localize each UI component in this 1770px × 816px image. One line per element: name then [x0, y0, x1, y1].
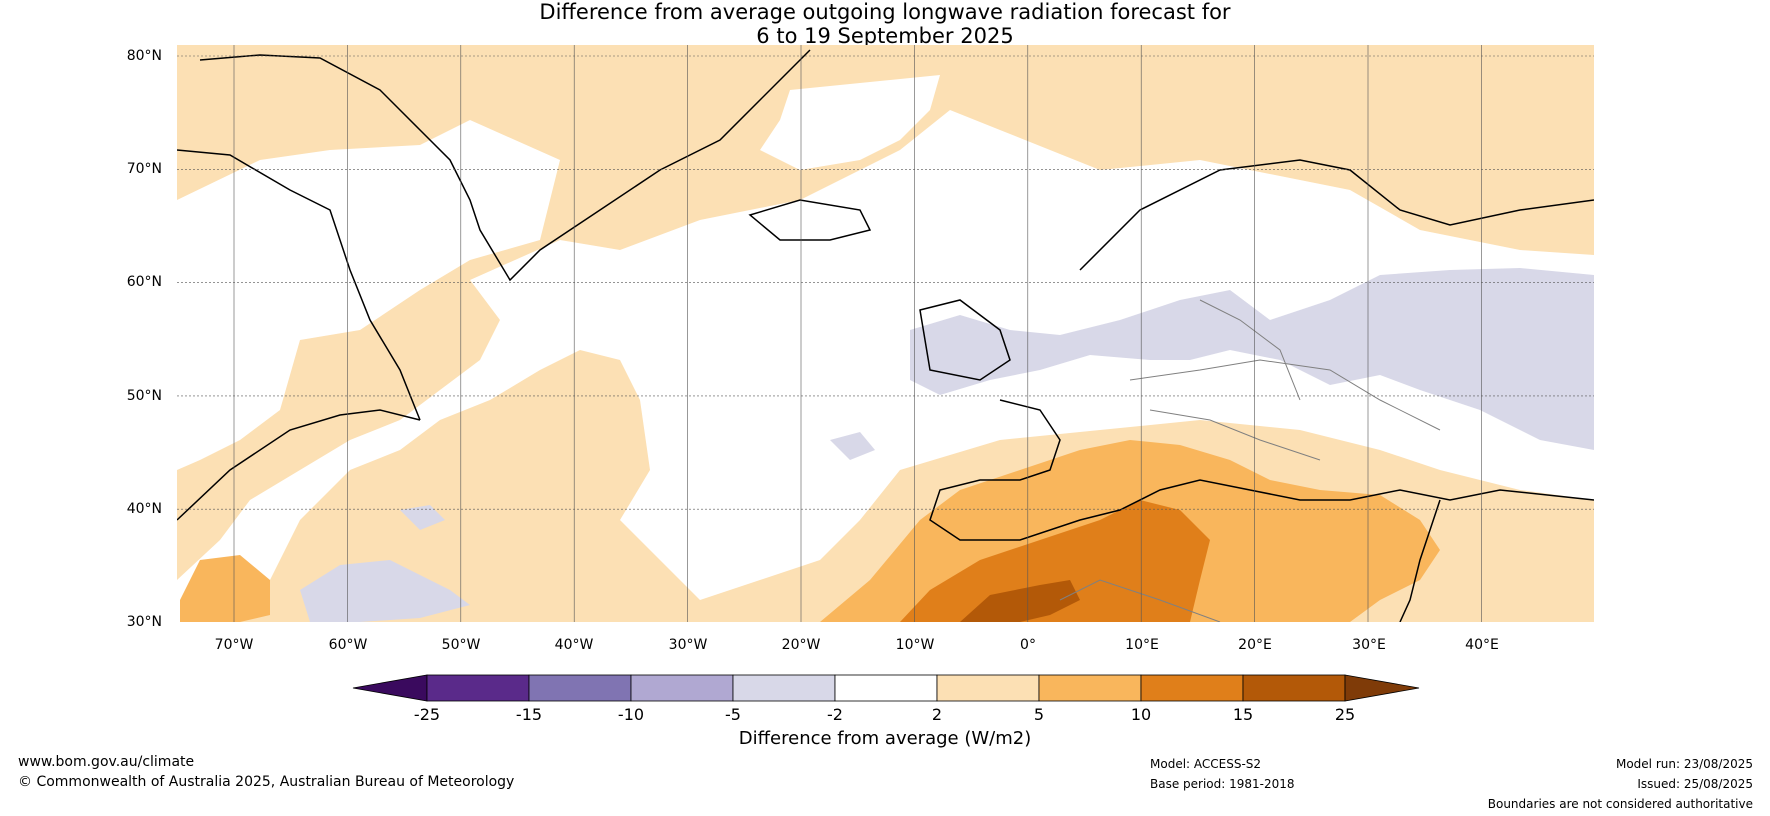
footer-url: www.bom.gov.au/climate — [18, 754, 195, 770]
footer-copyright: © Commonwealth of Australia 2025, Austra… — [18, 774, 515, 790]
colorbar-tick-5: 5 — [1033, 705, 1045, 724]
lon-label-20w: 20°W — [781, 637, 821, 653]
title-line-2: 6 to 19 September 2025 — [756, 24, 1014, 48]
lon-label-0: 0° — [1020, 637, 1036, 653]
colorbar-tick-10: 10 — [1130, 705, 1152, 724]
colorbar-tick-2: 2 — [931, 705, 943, 724]
colorbar-tick-m5: -5 — [725, 705, 741, 724]
colorbar-segment — [1140, 674, 1244, 702]
colorbar-tick-m25: -25 — [413, 705, 441, 724]
map-field — [177, 45, 1594, 622]
colorbar-arrow-max — [1344, 674, 1420, 702]
colorbar-segment — [630, 674, 734, 702]
lon-label-50w: 50°W — [441, 637, 481, 653]
lat-label-40n: 40°N — [126, 501, 162, 517]
footer-model: Model: ACCESS-S2 — [1150, 757, 1262, 771]
lat-label-60n: 60°N — [126, 274, 162, 290]
lat-label-30n: 30°N — [126, 614, 162, 630]
colorbar-segment — [1242, 674, 1346, 702]
colorbar-segment — [834, 674, 938, 702]
title-line-1: Difference from average outgoing longwav… — [539, 0, 1231, 24]
lon-label-10e: 10°E — [1125, 637, 1159, 653]
negative-region-southwest-2 — [400, 505, 445, 530]
map-title: Difference from average outgoing longwav… — [0, 0, 1770, 48]
positive-region-west — [180, 555, 270, 622]
neutral-region-central — [177, 110, 1594, 622]
colorbar-tick-25: 25 — [1334, 705, 1356, 724]
coastlines — [177, 49, 1594, 622]
lon-label-30w: 30°W — [668, 637, 708, 653]
colorbar-tick-m10: -10 — [617, 705, 645, 724]
footer-issued: Issued: 25/08/2025 — [1637, 777, 1753, 791]
negative-region-atlantic — [830, 432, 875, 460]
borders — [1059, 299, 1441, 622]
lon-label-40e: 40°E — [1465, 637, 1499, 653]
lon-label-30e: 30°E — [1352, 637, 1386, 653]
colorbar-tick-m15: -15 — [515, 705, 543, 724]
footer-disclaimer: Boundaries are not considered authoritat… — [1487, 797, 1753, 811]
lon-label-60w: 60°W — [328, 637, 368, 653]
colorbar-segment — [426, 674, 530, 702]
negative-region-europe — [910, 268, 1594, 450]
lat-label-50n: 50°N — [126, 388, 162, 404]
lon-label-20e: 20°E — [1238, 637, 1272, 653]
positive-region-sahara — [960, 580, 1080, 622]
lat-label-80n: 80°N — [126, 48, 162, 64]
colorbar-segment — [732, 674, 836, 702]
colorbar-segment — [528, 674, 632, 702]
colorbar-tick-m2: -2 — [827, 705, 843, 724]
neutral-region-greenland-sea — [760, 75, 940, 170]
negative-region-southwest — [300, 560, 470, 622]
colorbar-segment — [1038, 674, 1142, 702]
colorbar-segment — [936, 674, 1040, 702]
colorbar-label: Difference from average (W/m2) — [738, 728, 1032, 749]
graticule — [177, 45, 1594, 622]
lat-label-70n: 70°N — [126, 161, 162, 177]
neutral-region-atlantic — [177, 120, 560, 470]
positive-region-north-africa — [900, 500, 1210, 622]
colorbar-arrow-min — [352, 674, 428, 702]
colorbar — [352, 674, 1420, 702]
footer-model-run: Model run: 23/08/2025 — [1615, 757, 1753, 771]
colorbar-tick-15: 15 — [1232, 705, 1254, 724]
lon-label-10w: 10°W — [895, 637, 935, 653]
lon-label-70w: 70°W — [214, 637, 254, 653]
footer-base-period: Base period: 1981-2018 — [1150, 777, 1295, 791]
lon-label-40w: 40°W — [554, 637, 594, 653]
